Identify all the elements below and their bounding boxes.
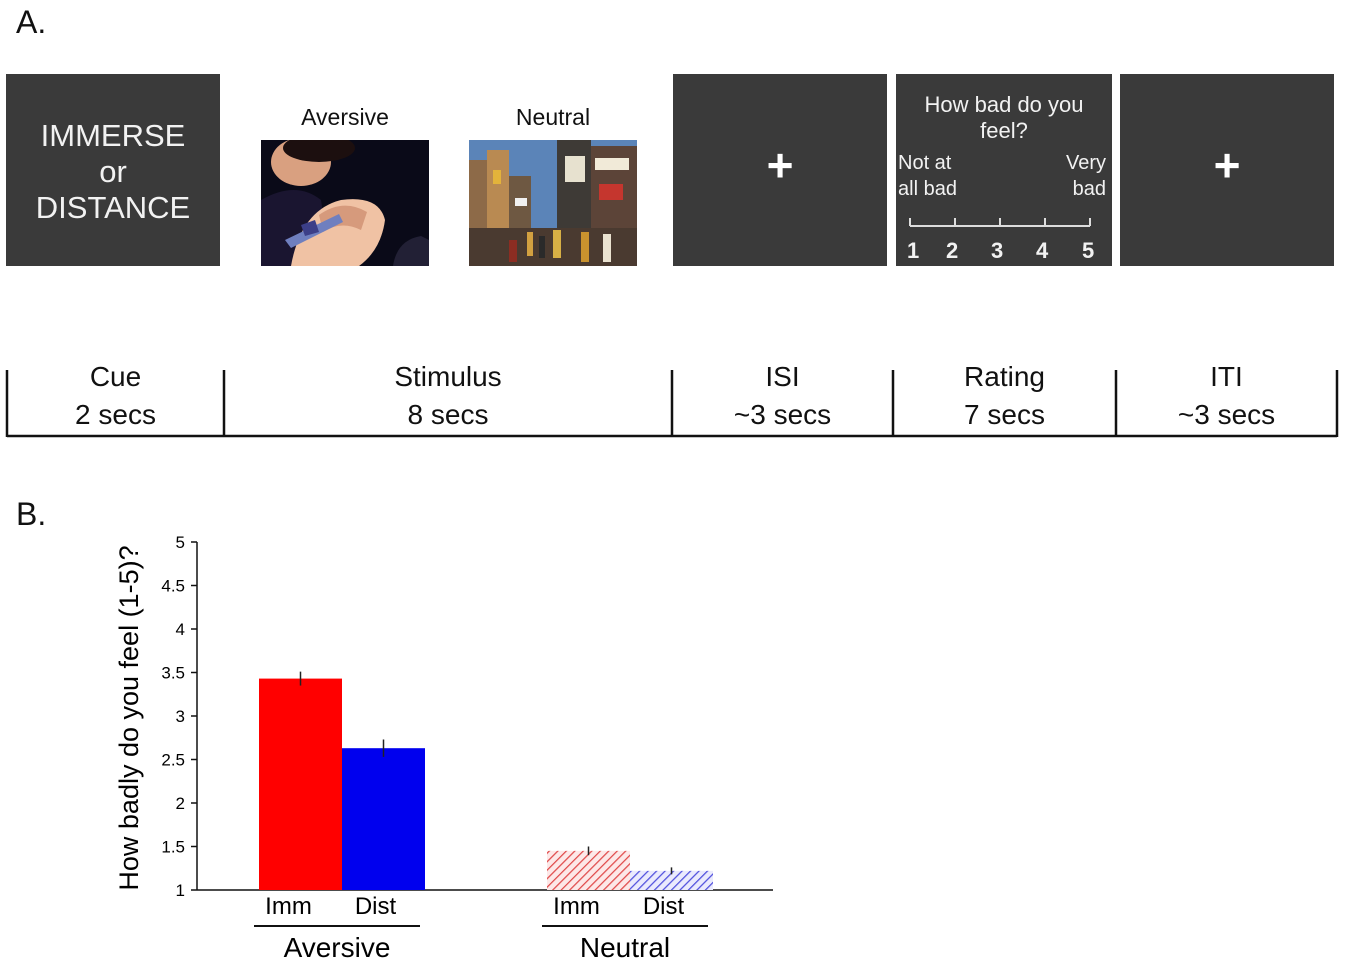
timeline-cue-duration: 2 secs [75, 399, 156, 430]
panel-b-label: B. [16, 496, 47, 532]
y-tick-label: 1.5 [161, 838, 185, 857]
group-label-neutral: Neutral [580, 932, 670, 963]
scale-num-4: 4 [1036, 238, 1049, 263]
y-tick-label: 2 [176, 794, 185, 813]
bar-neutral-dist [630, 870, 713, 890]
rating-scale-line [909, 218, 1091, 227]
group-label-aversive: Aversive [284, 932, 391, 963]
rating-low-anchor: Not at all bad [898, 150, 978, 202]
cue-line-3: DISTANCE [35, 190, 191, 225]
timeline-isi-duration: ~3 secs [733, 399, 832, 430]
scale-num-1: 1 [907, 238, 920, 263]
category-label: Imm [553, 893, 600, 920]
timeline-rating-name: Rating [964, 361, 1045, 392]
fixation-cross: + [766, 139, 794, 191]
y-tick-label: 4.5 [161, 577, 185, 596]
y-tick-label: 2.5 [161, 751, 185, 770]
chart-category-labels: Imm Dist Aversive Imm Dist Neutral [254, 893, 708, 963]
city-street-image [469, 140, 637, 266]
low-anchor-line-2: all bad [898, 178, 957, 200]
chart-bars [259, 671, 713, 890]
scale-num-2: 2 [946, 238, 959, 263]
cue-line-2: or [99, 154, 127, 189]
cue-screen: IMMERSE or DISTANCE [6, 74, 220, 266]
panel-a-label: A. [16, 4, 47, 40]
fixation-cross: + [1213, 139, 1241, 191]
chart-axes: 1 1.5 2 2.5 3 3.5 4 4.5 5 [161, 533, 773, 900]
bar-aversive-dist [342, 748, 425, 890]
timeline-iti-name: ITI [1210, 361, 1243, 392]
timeline-stimulus-duration: 8 secs [407, 399, 489, 430]
timeline-stimulus: Stimulus 8 secs [224, 358, 672, 434]
timeline-rating-duration: 7 secs [964, 399, 1045, 430]
timeline-iti-duration: ~3 secs [1177, 399, 1276, 430]
category-label: Dist [643, 893, 685, 920]
scale-num-5: 5 [1082, 238, 1095, 263]
high-anchor-line-1: Very [1065, 152, 1106, 174]
rating-question: How bad do you feel? [896, 92, 1112, 144]
rating-high-anchor: Very bad [1036, 150, 1106, 202]
low-anchor-line-1: Not at [898, 152, 952, 174]
cue-line-1: IMMERSE [40, 118, 186, 153]
y-tick-label: 4 [176, 620, 185, 639]
timeline-axis [5, 370, 1339, 438]
timeline-cue: Cue 2 secs [7, 358, 224, 434]
scale-num-3: 3 [991, 238, 1004, 263]
timeline-cue-name: Cue [89, 361, 142, 392]
isi-screen: + [673, 74, 887, 266]
y-tick-label: 5 [176, 533, 185, 552]
timeline-isi-name: ISI [765, 361, 800, 392]
neutral-stimulus-title: Neutral [515, 104, 591, 130]
y-tick-label: 3 [176, 707, 185, 726]
timeline-rating: Rating 7 secs [893, 358, 1116, 434]
iti-screen: + [1120, 74, 1334, 266]
cue-text: IMMERSE or DISTANCE [6, 118, 220, 226]
rating-question-text: How bad do you feel? [924, 92, 1084, 143]
category-label: Dist [355, 893, 397, 920]
bar-chart: How badly do you feel (1-5)? 1 1.5 2 2.5 3 3.… [114, 533, 773, 963]
rating-screen: How bad do you feel? Not at all bad Very… [896, 74, 1112, 266]
timeline-stimulus-name: Stimulus [394, 361, 502, 392]
bar-neutral-imm [547, 850, 630, 890]
y-axis-title: How badly do you feel (1-5)? [114, 545, 144, 890]
y-tick-label: 3.5 [161, 664, 185, 683]
timeline-iti: ITI ~3 secs [1116, 358, 1337, 434]
aversive-image [261, 140, 429, 266]
high-anchor-line-2: bad [1072, 178, 1106, 200]
y-tick-label: 1 [176, 881, 185, 900]
bar-aversive-imm [259, 678, 342, 890]
timeline-isi: ISI ~3 secs [672, 358, 893, 434]
aversive-stimulus-title: Aversive [301, 104, 389, 130]
category-label: Imm [265, 893, 312, 920]
